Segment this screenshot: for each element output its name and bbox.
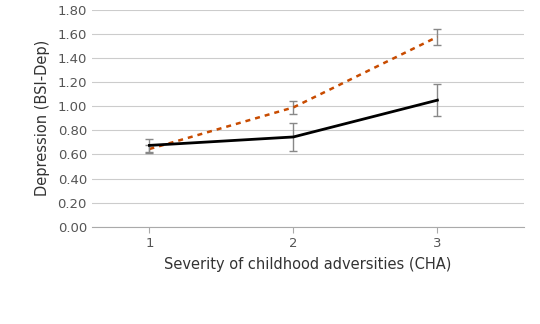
- Y-axis label: Depression (BSI-Dep): Depression (BSI-Dep): [36, 40, 51, 196]
- X-axis label: Severity of childhood adversities (CHA): Severity of childhood adversities (CHA): [164, 257, 451, 272]
